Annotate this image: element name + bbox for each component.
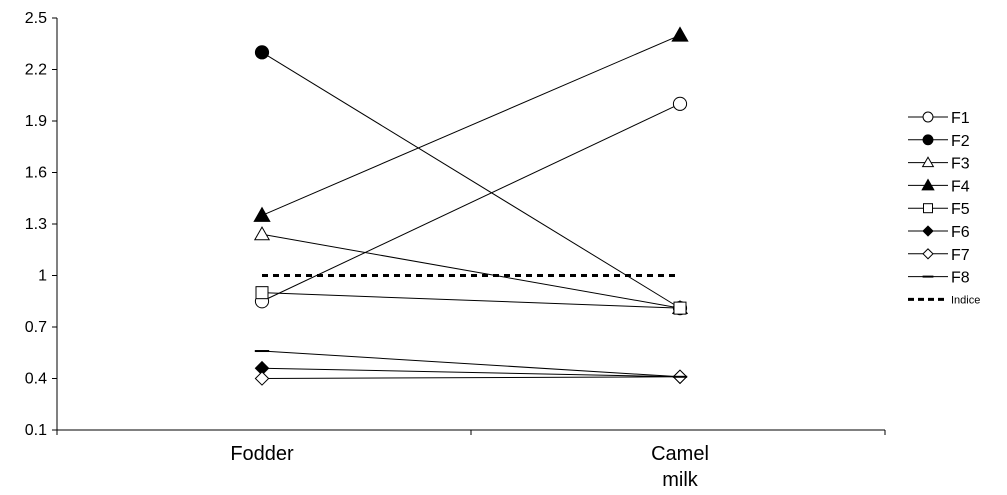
legend-item-f6: F6	[908, 224, 970, 241]
legend-marker-f4	[921, 178, 935, 191]
point-f5	[255, 286, 269, 300]
series-line-f5	[261, 292, 681, 309]
axes: 0.1 0.4 0.7 1 1.3 1.6 1.9 2.2 2.5 Fodder Camel milk	[25, 10, 886, 491]
legend-item-f8: F8	[908, 270, 970, 287]
legend: F1 F2 F3 F4 F5 F6 F7 F8 Indice	[908, 110, 980, 306]
point-f1	[672, 96, 688, 111]
x-tick-label-line: Fodder	[230, 443, 294, 465]
series-line-f8	[261, 350, 681, 378]
legend-item-f5: F5	[908, 201, 970, 218]
legend-marker-f3	[921, 156, 935, 168]
series-line-f1	[261, 103, 681, 302]
y-tick-label: 1	[38, 268, 47, 285]
legend-label-f4: F4	[951, 178, 970, 195]
legend-item-indice: Indice	[908, 294, 980, 306]
series-line-f7	[261, 376, 681, 379]
legend-label-indice: Indice	[951, 294, 980, 306]
point-f4	[671, 26, 689, 42]
legend-item-f7: F7	[908, 247, 970, 264]
legend-marker-f6	[922, 225, 934, 237]
x-tick-label: Fodder	[230, 443, 294, 465]
legend-marker-f5	[923, 203, 933, 214]
legend-label-f3: F3	[951, 156, 970, 173]
point-f3	[253, 226, 271, 241]
y-tick-label: 1.6	[25, 165, 47, 182]
y-tick-label: 2.5	[25, 10, 47, 27]
point-f5	[673, 301, 687, 315]
y-tick-label: 1.9	[25, 113, 47, 130]
legend-label-f1: F1	[951, 110, 970, 127]
series-line-f6	[261, 367, 681, 378]
legend-marker-f7	[922, 248, 934, 260]
point-f7	[254, 371, 270, 386]
legend-label-f2: F2	[951, 133, 970, 150]
y-tick-label: 1.3	[25, 216, 47, 233]
legend-label-f5: F5	[951, 201, 970, 218]
y-tick-label: 0.4	[25, 371, 47, 388]
series-line-f2	[261, 51, 681, 309]
legend-label-f8: F8	[951, 270, 970, 287]
series-line-f4	[261, 34, 681, 216]
legend-item-f3: F3	[908, 156, 970, 173]
series-layer	[253, 26, 689, 386]
legend-item-f4: F4	[908, 178, 970, 195]
legend-item-f1: F1	[908, 110, 970, 127]
legend-item-f2: F2	[908, 133, 970, 150]
point-f2	[254, 45, 270, 60]
point-f4	[253, 206, 271, 222]
legend-label-f6: F6	[951, 224, 970, 241]
legend-marker-f1	[922, 111, 934, 123]
legend-label-f7: F7	[951, 247, 970, 264]
y-tick-label: 0.7	[25, 319, 47, 336]
x-tick-label-line: milk	[662, 469, 699, 491]
x-tick-label-line: Camel	[651, 443, 709, 465]
y-tick-label: 2.2	[25, 62, 47, 79]
x-tick-label: Camel milk	[651, 443, 709, 491]
legend-marker-f2	[922, 134, 934, 146]
series-line-f3	[261, 233, 681, 309]
y-tick-label: 0.1	[25, 422, 47, 439]
